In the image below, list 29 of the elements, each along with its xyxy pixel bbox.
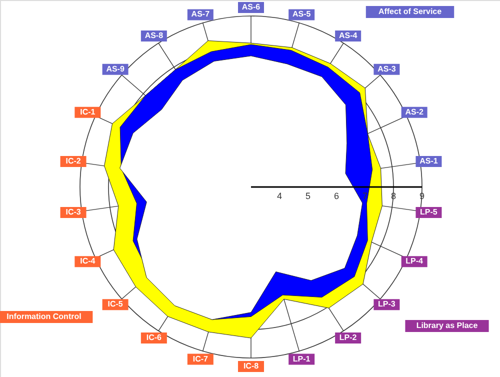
spoke-label: AS-9 [106, 64, 125, 74]
spoke-label: IC-4 [80, 256, 96, 266]
spoke-label: IC-8 [243, 362, 260, 371]
spoke-label: AS-3 [378, 64, 396, 74]
spoke-label: AS-2 [405, 107, 424, 116]
spoke-label: LP-4 [406, 256, 424, 266]
spoke-label: AS-1 [420, 156, 438, 166]
spoke-label: IC-7 [192, 354, 209, 364]
spoke-label: AS-6 [242, 2, 261, 12]
spoke-label: AS-5 [292, 10, 312, 19]
y-tick-label: 6 [334, 191, 340, 201]
spoke-label: LP-2 [339, 333, 358, 342]
text: Affect of Service [378, 7, 442, 16]
y-tick-label: 7 [362, 191, 368, 201]
spoke-label: AS-4 [338, 30, 358, 40]
spoke-label: LP-3 [378, 300, 396, 309]
spoke-label: LP-5 [420, 208, 438, 217]
y-tick-label: 4 [276, 191, 282, 201]
spoke-label: LP-1 [292, 354, 311, 364]
spoke-label: IC-3 [66, 208, 82, 217]
spoke-label: IC-6 [146, 333, 162, 342]
spoke-label: IC-5 [108, 300, 124, 309]
spoke-label: AS-8 [144, 30, 164, 40]
text: Information Control [6, 312, 82, 321]
spoke-label: IC-2 [66, 156, 82, 166]
text: Library as Place [416, 321, 478, 330]
spoke-label: IC-1 [80, 107, 96, 116]
y-tick-label: 5 [305, 191, 311, 201]
spoke-label: AS-7 [191, 10, 210, 19]
